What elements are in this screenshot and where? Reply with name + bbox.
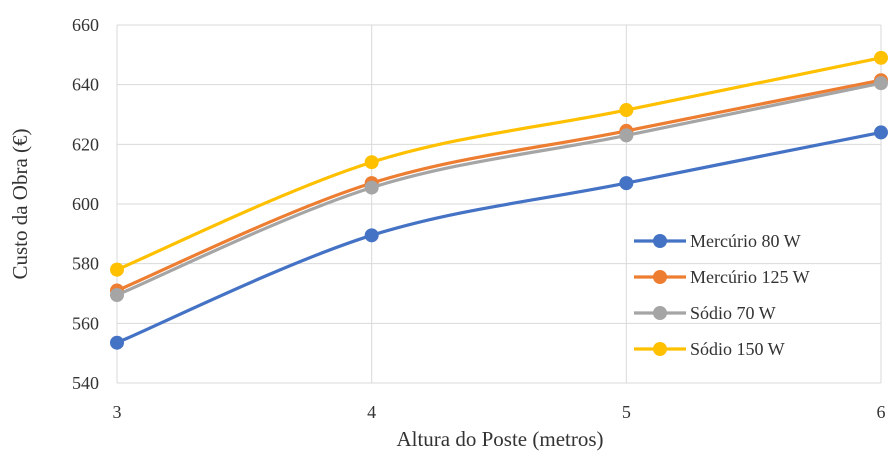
legend-swatch-marker	[653, 270, 667, 284]
y-tick-label: 560	[72, 313, 99, 333]
data-point	[110, 335, 124, 350]
y-axis-title: Custo da Obra (€)	[8, 128, 32, 279]
y-tick-label: 640	[72, 75, 99, 95]
legend-item: Sódio 70 W	[634, 303, 776, 323]
legend-swatch-marker	[653, 306, 667, 320]
data-point	[619, 128, 634, 143]
series-line	[115, 56, 883, 272]
series-3	[110, 50, 888, 277]
series-line	[115, 130, 883, 345]
data-point	[110, 262, 124, 277]
data-point	[874, 125, 888, 140]
legend-item: Mercúrio 80 W	[634, 231, 801, 251]
x-axis-title: Altura do Poste (metros)	[396, 427, 603, 451]
y-tick-label: 540	[72, 373, 99, 393]
data-point	[619, 103, 634, 118]
y-axis-ticks: 540 560 580 600 620 640 660	[72, 15, 99, 393]
x-tick-label: 4	[367, 402, 376, 422]
series-0	[110, 125, 888, 350]
data-point	[364, 228, 379, 243]
series-2	[110, 76, 888, 302]
x-tick-label: 3	[113, 402, 122, 422]
series-lines	[110, 50, 888, 350]
data-point	[874, 76, 888, 91]
series-line	[115, 78, 883, 293]
y-tick-label: 620	[72, 134, 99, 154]
legend-item: Mercúrio 125 W	[634, 267, 810, 287]
legend-item: Sódio 150 W	[634, 339, 785, 359]
x-tick-label: 6	[877, 402, 886, 422]
legend-label: Mercúrio 80 W	[690, 231, 801, 251]
legend-swatch-marker	[653, 342, 667, 356]
y-tick-label: 580	[72, 254, 99, 274]
legend-swatch-marker	[653, 234, 667, 248]
legend-label: Mercúrio 125 W	[690, 267, 810, 287]
legend-label: Sódio 70 W	[690, 303, 776, 323]
data-point	[110, 287, 124, 302]
y-tick-label: 660	[72, 15, 99, 35]
data-point	[364, 180, 379, 195]
legend: Mercúrio 80 W Mercúrio 125 W Sódio 70 W Sód…	[634, 231, 810, 359]
legend-label: Sódio 150 W	[690, 339, 785, 359]
x-axis-ticks: 3 4 5 6	[113, 402, 886, 422]
data-point	[619, 176, 634, 191]
y-tick-label: 600	[72, 194, 99, 214]
series-line	[115, 81, 883, 297]
data-point	[874, 50, 888, 65]
x-tick-label: 5	[622, 402, 631, 422]
data-point	[364, 155, 379, 170]
grid	[116, 24, 882, 384]
